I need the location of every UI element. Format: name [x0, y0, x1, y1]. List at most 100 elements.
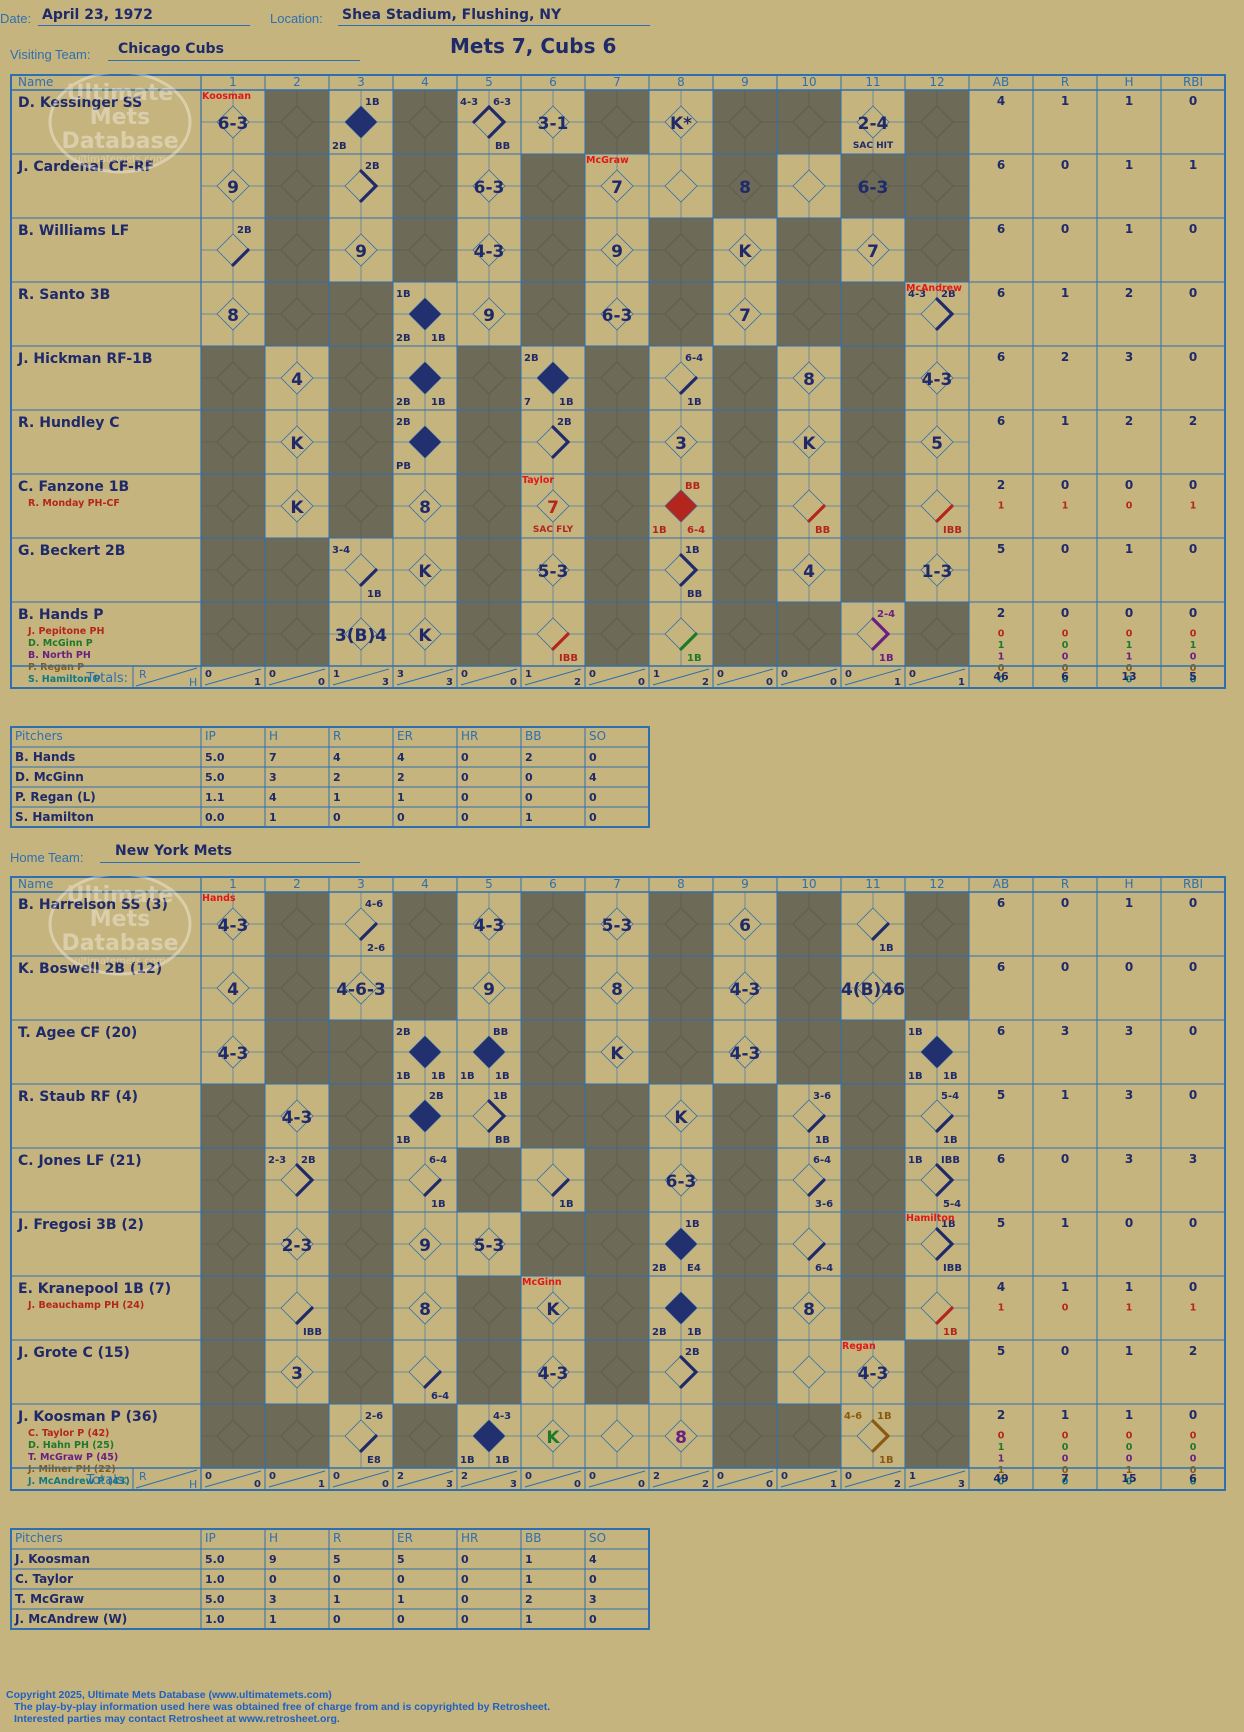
inning-runs: 0: [269, 669, 276, 680]
stat-value: 0: [1061, 158, 1069, 172]
stat-value: 2: [1189, 414, 1197, 428]
base-diamond: [344, 553, 378, 587]
stat-value: 0: [1061, 478, 1069, 492]
stat-value: 1: [998, 1442, 1005, 1453]
play-note: 5-4: [943, 1199, 961, 1210]
play-note: 1B: [495, 1455, 510, 1466]
pitching-stat: 0: [397, 1613, 405, 1626]
stat-value: 0: [1061, 222, 1069, 236]
pitching-stat: 4: [333, 751, 341, 764]
stat-value: 2: [997, 1408, 1005, 1422]
pitching-header: Pitchers: [15, 1531, 63, 1545]
pitching-stat: 5.0: [205, 751, 225, 764]
stat-value: 1: [1061, 1216, 1069, 1230]
basepath: [231, 248, 250, 267]
play-code: 9: [355, 242, 367, 262]
inning-runs: 0: [589, 669, 596, 680]
basepath: [359, 169, 379, 203]
stat-value: 0: [1126, 1442, 1133, 1453]
substitute-name: D. McGinn P: [28, 638, 93, 649]
inning-runs: 2: [653, 1471, 660, 1482]
play-note: 6-4: [687, 525, 705, 536]
play-note: 4-6: [844, 1411, 862, 1422]
play-note: 1B: [493, 1091, 508, 1102]
base-diamond: [664, 617, 698, 651]
play-note: 1B: [687, 653, 702, 664]
totals-h-key: H: [189, 676, 197, 689]
base-diamond: [664, 1355, 698, 1389]
play-code: 4: [291, 370, 303, 390]
base-diamond: [920, 1099, 954, 1133]
basepath: [359, 1434, 378, 1453]
basepath: [551, 425, 571, 459]
pitching-stat: 4: [397, 751, 405, 764]
stat-value: 1: [998, 652, 1005, 663]
inning-header-10: 10: [801, 75, 816, 89]
totals-slash: [268, 1470, 326, 1488]
play-code: 4-3: [474, 242, 505, 262]
play-note: 4-6: [365, 899, 383, 910]
basepath: [423, 1178, 442, 1197]
stat-value: 1: [1061, 286, 1069, 300]
stat-value: 5: [997, 1088, 1005, 1102]
base-diamond: [920, 1227, 954, 1261]
stat-value: 0: [1126, 675, 1133, 686]
player-name: J. Cardenal CF-RF: [17, 159, 154, 175]
basepath: [551, 1178, 570, 1197]
basepath: [359, 568, 378, 587]
inning-hits: 3: [446, 677, 453, 688]
play-note: 6-3: [493, 97, 511, 108]
stat-value: 0: [1190, 1431, 1197, 1442]
totals-slash: [268, 668, 326, 686]
inning-hits: 3: [510, 1479, 517, 1490]
base-diamond: [792, 1355, 826, 1389]
run-scored-diamond: [409, 1036, 441, 1068]
inning-hits: 0: [254, 1479, 261, 1490]
run-scored-diamond: [537, 362, 569, 394]
pitching-stat: 0: [589, 1613, 597, 1626]
play-code: K: [290, 498, 304, 518]
inning-header-12: 12: [929, 75, 944, 89]
inning-hits: 0: [638, 677, 645, 688]
pitching-stat: 0: [333, 811, 341, 824]
play-note: 1B: [431, 1071, 446, 1082]
stat-value: 1: [1062, 501, 1069, 512]
run-scored-diamond: [473, 1036, 505, 1068]
play-code: K*: [670, 114, 692, 134]
totals-slash: [652, 1470, 710, 1488]
pitching-stat: 0: [461, 811, 469, 824]
substitute-name: B. North PH: [28, 650, 91, 661]
pitching-header: IP: [205, 729, 216, 743]
location-underline: [338, 25, 650, 26]
play-note: 2B: [396, 1027, 411, 1038]
base-diamond: [792, 489, 826, 523]
play-code: 5-3: [474, 1236, 505, 1256]
play-note: E4: [687, 1263, 701, 1274]
pitcher-name: B. Hands: [15, 750, 75, 764]
play-note: E8: [367, 1455, 381, 1466]
base-diamond: [920, 489, 954, 523]
inning-runs: 0: [589, 1471, 596, 1482]
play-note: 1B: [687, 397, 702, 408]
play-code: 4-3: [474, 916, 505, 936]
play-note: 1B: [879, 653, 894, 664]
pitching-stat: 0: [525, 771, 533, 784]
play-code: 5: [931, 434, 943, 454]
play-note: 4-3: [908, 289, 926, 300]
game-total: 6: [1189, 1472, 1197, 1485]
totals-slash: [844, 668, 902, 686]
stat-value: 0: [1125, 1216, 1133, 1230]
play-code: 7: [739, 306, 751, 326]
stat-value: 0: [1061, 1152, 1069, 1166]
basepath: [935, 297, 955, 331]
play-note: 1B: [396, 1071, 411, 1082]
player-name: T. Agee CF (20): [18, 1025, 137, 1041]
pitching-header: R: [333, 729, 341, 743]
basepath: [807, 1114, 826, 1133]
inning-hits: 1: [894, 677, 901, 688]
stat-value: 5: [997, 1216, 1005, 1230]
inning-header-3: 3: [357, 75, 365, 89]
play-note: 2B: [365, 161, 380, 172]
play-note: 4-3: [493, 1411, 511, 1422]
